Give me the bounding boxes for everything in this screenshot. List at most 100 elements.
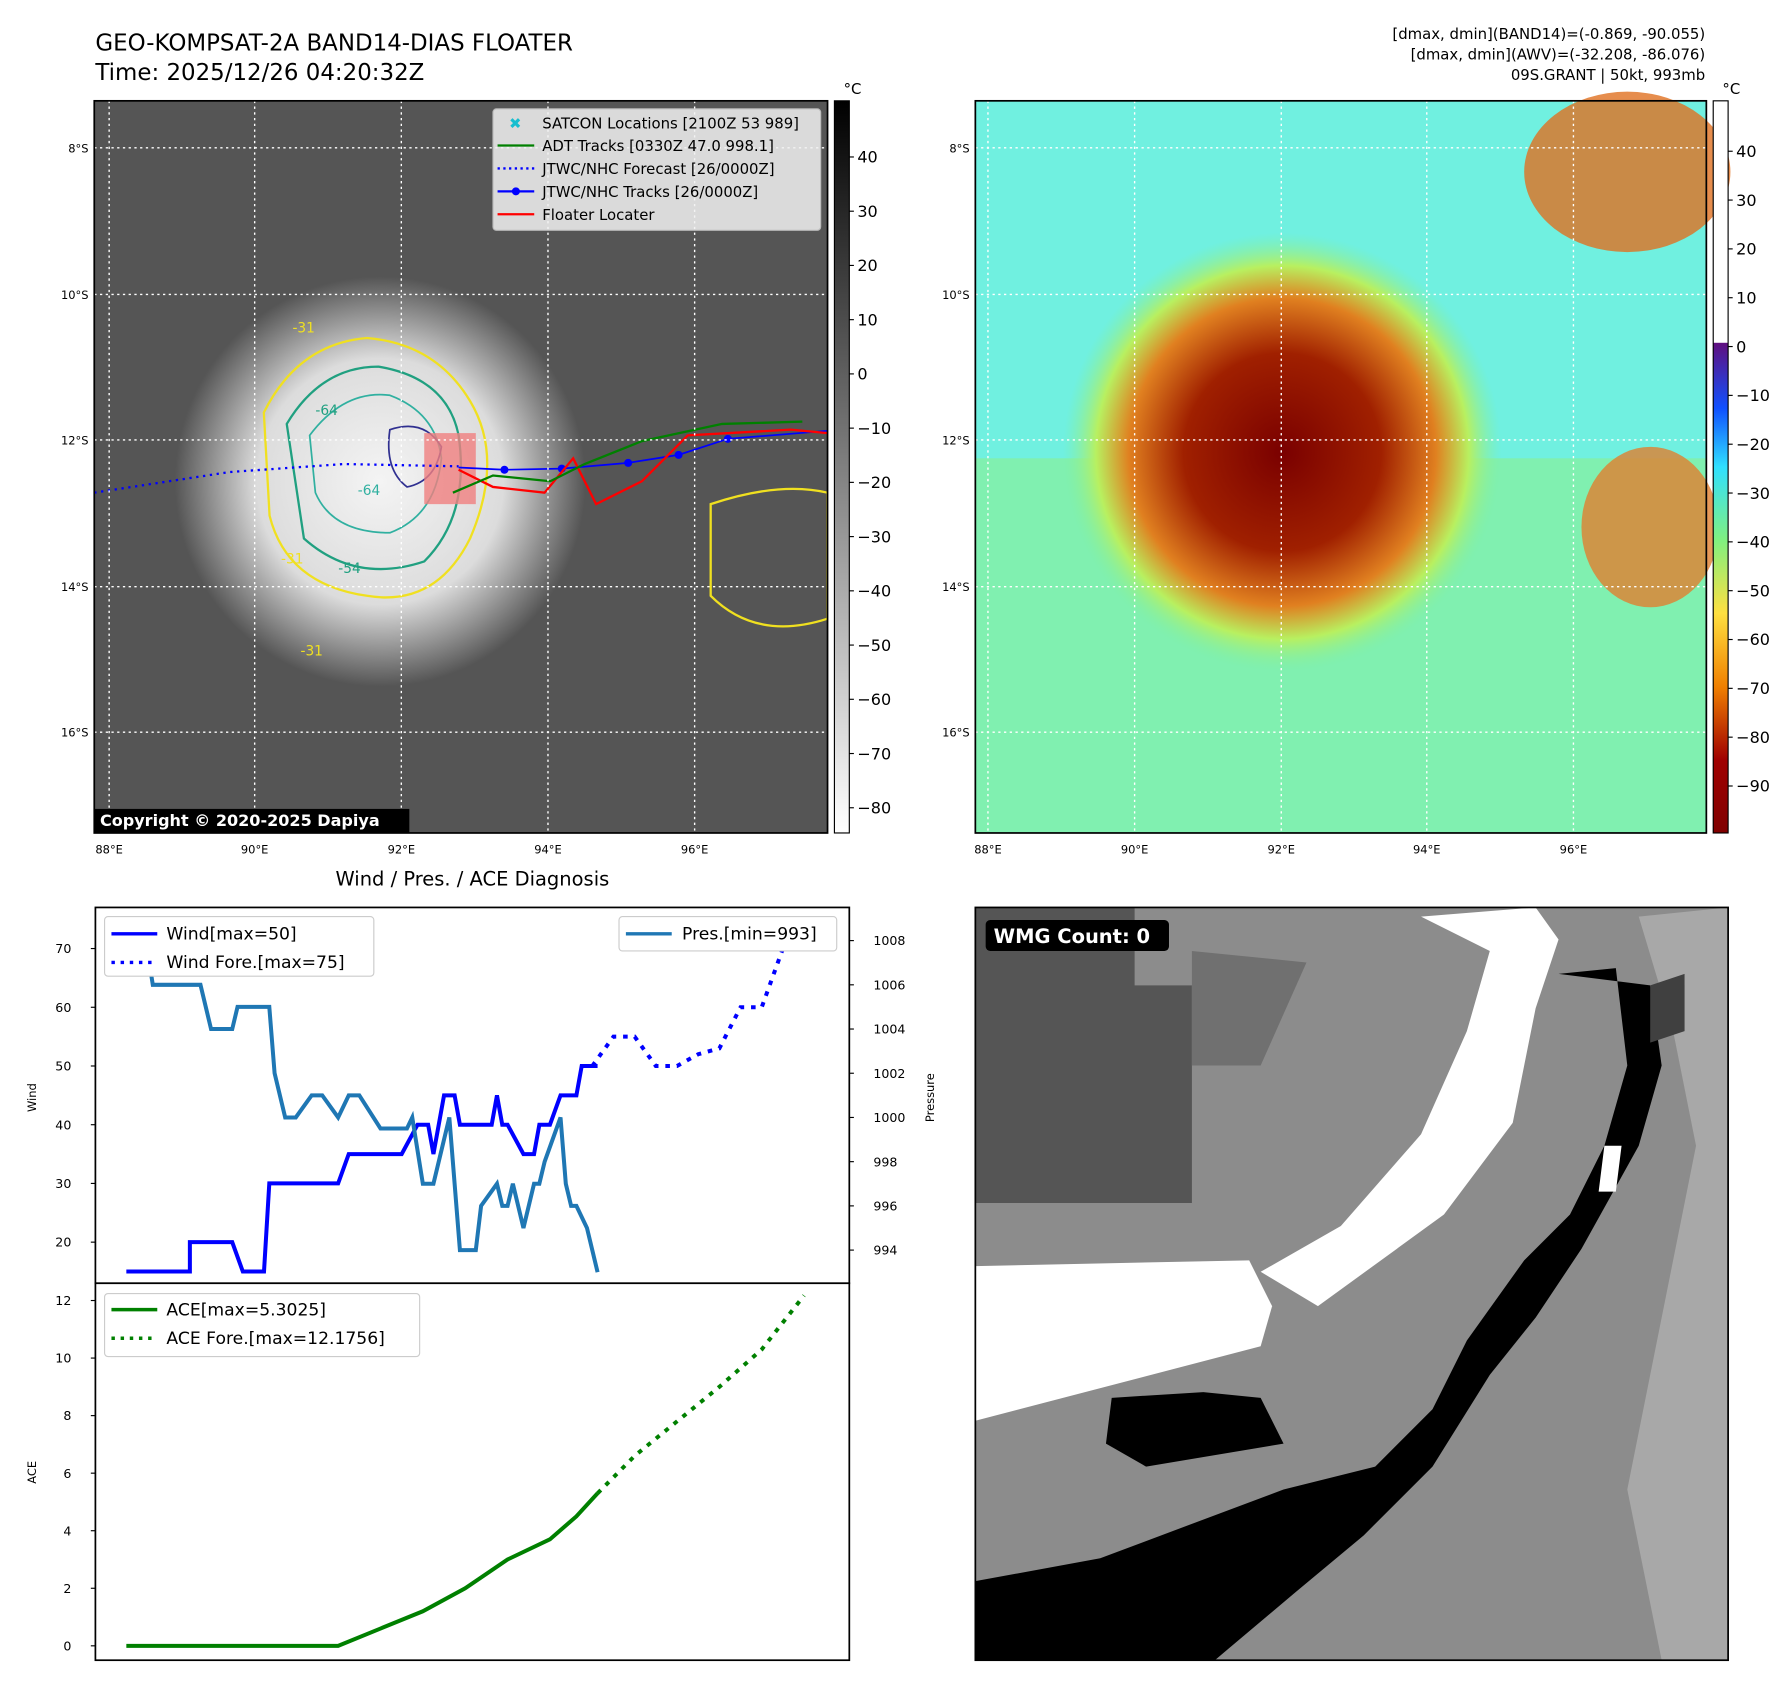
info-awv: [dmax, dmin](AWV)=(-32.208, -86.076) <box>1411 46 1706 64</box>
colorbar-tick-label: −70 <box>857 744 891 763</box>
colorbar-gray-ticks: 40 30 20 10 0 −10 −20 −30 −40 −50 −60 −70 −80 <box>849 148 891 817</box>
awv-map-panel <box>974 91 1731 834</box>
series-ace-fore-line <box>596 1294 806 1495</box>
legend-ace-fore: ACE Fore.[max=12.1756] <box>166 1329 384 1349</box>
lat-label: 8°S <box>949 141 969 155</box>
colorbar-tick-label: −30 <box>857 527 891 546</box>
colorbar-tick-label: 30 <box>1736 191 1756 210</box>
legend-satcon: SATCON Locations [2100Z 53 989] <box>542 114 799 132</box>
contour-label: -54 <box>338 561 360 577</box>
colorbar-tick-label: −40 <box>857 582 891 601</box>
pres-tick-label: 996 <box>873 1198 897 1213</box>
lat-label: 16°S <box>61 726 89 740</box>
contour-label: -31 <box>292 320 314 336</box>
contour-label: -64 <box>315 403 337 419</box>
colorbar-tick-label: 20 <box>857 256 877 275</box>
colorbar-tick-label: 0 <box>857 365 867 384</box>
map-axis-labels: 8°S 8°S 10°S 10°S 12°S 12°S 14°S 14°S 16°S 16°S 88… <box>61 141 1587 856</box>
colorbar-unit: °C <box>1722 80 1740 98</box>
colorbar-gray <box>833 100 850 834</box>
lat-label: 14°S <box>942 580 970 594</box>
lat-label: 12°S <box>942 434 970 448</box>
colorbar-tick-label: −10 <box>857 419 891 438</box>
ace-tick-label: 0 <box>63 1638 71 1653</box>
ace-tick-label: 12 <box>55 1293 71 1308</box>
colorbar-tick-label: 0 <box>1736 337 1746 356</box>
lat-label: 16°S <box>942 726 970 740</box>
pres-tick-label: 1006 <box>873 977 905 992</box>
pres-tick-label: 998 <box>873 1154 897 1169</box>
colorbar-tick-label: −90 <box>1736 777 1770 796</box>
pres-tick-label: 1004 <box>873 1022 905 1037</box>
colorbar-tick-label: 10 <box>1736 288 1756 307</box>
pres-tick-label: 994 <box>873 1243 897 1258</box>
pres-tick-label: 1008 <box>873 933 905 948</box>
colorbar-tick-label: −50 <box>857 636 891 655</box>
legend-wind-fore: Wind Fore.[max=75] <box>166 953 344 973</box>
legend-ace: ACE[max=5.3025] <box>166 1300 326 1320</box>
lat-label: 12°S <box>61 434 89 448</box>
colorbar-unit: °C <box>844 80 862 98</box>
x-marker-icon: ✖ <box>509 114 521 132</box>
colorbar-tick-label: −60 <box>1736 630 1770 649</box>
colorbar-tick-label: −80 <box>857 798 891 817</box>
colorbar-tick-label: −60 <box>857 690 891 709</box>
lon-label: 88°E <box>95 843 123 857</box>
contour-label: -31 <box>300 643 322 659</box>
ace-tick-label: 4 <box>63 1523 71 1538</box>
legend-forecast: JTWC/NHC Forecast [26/0000Z] <box>541 160 774 178</box>
lon-label: 94°E <box>1413 843 1441 857</box>
lon-label: 90°E <box>1121 843 1148 857</box>
wind-tick-label: 50 <box>55 1059 71 1074</box>
wind-ylabel: Wind <box>25 1083 39 1112</box>
contour-label: -31 <box>281 552 303 568</box>
legend-floater: Floater Locater <box>542 206 655 224</box>
colorbar-awv <box>1712 100 1729 834</box>
ace-tick-label: 8 <box>63 1408 71 1423</box>
wmg-panel: WMG Count: 0 <box>975 907 1729 1661</box>
diag-title: Wind / Pres. / ACE Diagnosis <box>335 868 609 891</box>
legend-wind: Wind[max=50] <box>166 925 296 945</box>
wind-tick-label: 60 <box>55 1000 71 1015</box>
colorbar-tick-label: −50 <box>1736 581 1770 600</box>
legend-tracks: JTWC/NHC Tracks [26/0000Z] <box>541 183 758 201</box>
legend-pres: Pres.[min=993] <box>682 925 817 945</box>
lon-label: 92°E <box>388 843 415 857</box>
pres-tick-label: 1002 <box>873 1066 905 1081</box>
colorbar-awv-ticks: 40 30 20 10 0 −10 −20 −30 −40 −50 −60 −70 −80 −90 <box>1728 142 1770 796</box>
map-legend: ✖ SATCON Locations [2100Z 53 989] ADT Tr… <box>492 108 822 231</box>
wmg-label-bg <box>985 920 1169 951</box>
ace-tick-label: 10 <box>55 1351 71 1366</box>
colorbar-tick-label: −80 <box>1736 728 1770 747</box>
series-aceline <box>126 1491 600 1648</box>
wind-tick-label: 70 <box>55 941 71 956</box>
colorbar-tick-label: −10 <box>1736 386 1770 405</box>
colorbar-tick-label: −30 <box>1736 484 1770 503</box>
colorbar-tick-label: −20 <box>1736 435 1770 454</box>
colorbar-tick-label: 40 <box>857 148 877 167</box>
wind-tick-label: 40 <box>55 1117 71 1132</box>
colorbar-tick-label: 40 <box>1736 142 1756 161</box>
colorbar-tick-label: −70 <box>1736 679 1770 698</box>
adt-track <box>452 420 803 494</box>
colorbar-tick-label: 20 <box>1736 240 1756 259</box>
lon-label: 94°E <box>534 843 562 857</box>
pres-ylabel: Pressure <box>923 1073 937 1122</box>
lon-label: 96°E <box>681 843 709 857</box>
colorbar-tick-label: 30 <box>857 202 877 221</box>
main-title: GEO-KOMPSAT-2A BAND14-DIAS FLOATER <box>95 30 573 56</box>
lon-label: 96°E <box>1560 843 1588 857</box>
best-track-points <box>500 434 732 474</box>
floater-track <box>458 428 828 506</box>
colorbar-tick-label: 10 <box>857 310 877 329</box>
wind-legend: Wind[max=50] Wind Fore.[max=75] <box>103 916 375 977</box>
lat-label: 8°S <box>68 141 88 155</box>
series-windline <box>126 1063 598 1274</box>
wind-tick-label: 30 <box>55 1176 71 1191</box>
lat-label: 10°S <box>61 288 89 302</box>
pres-legend: Pres.[min=993] <box>618 916 838 952</box>
wind-tick-label: 20 <box>55 1235 71 1250</box>
wmg-count: WMG Count: 0 <box>994 925 1150 948</box>
forecast-track <box>94 462 459 494</box>
